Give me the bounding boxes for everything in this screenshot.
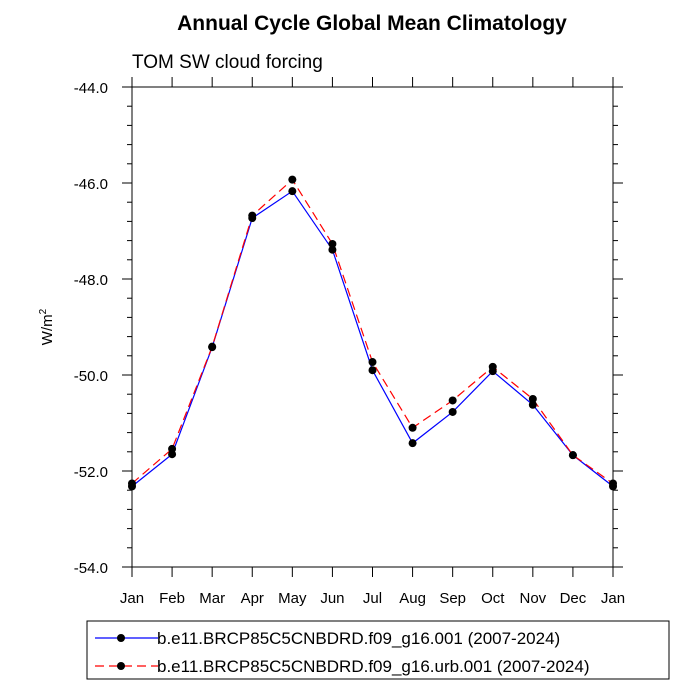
x-tick-label: Mar bbox=[199, 590, 225, 607]
y-axis-ticks: -54.0 -52.0 -50.0 -48.0 -46.0 -44.0 bbox=[74, 80, 623, 577]
y-tick-label: -52.0 bbox=[74, 464, 108, 481]
legend-label-2: b.e11.BRCP85C5CNBDRD.f09_g16.urb.001 (20… bbox=[157, 657, 590, 676]
data-point-series-2 bbox=[168, 444, 177, 453]
chart-title: Annual Cycle Global Mean Climatology bbox=[177, 12, 567, 35]
plot-frame bbox=[131, 86, 614, 568]
x-tick-label: Jan bbox=[601, 590, 625, 607]
x-tick-label: May bbox=[278, 590, 307, 607]
series-line-2 bbox=[131, 178, 614, 484]
data-point-series-1 bbox=[528, 400, 537, 409]
data-point-series-2 bbox=[448, 396, 457, 405]
data-point-series-1 bbox=[368, 366, 377, 375]
x-tick-label: Apr bbox=[241, 590, 264, 607]
data-point-series-2 bbox=[528, 395, 537, 403]
legend-label-1: b.e11.BRCP85C5CNBDRD.f09_g16.001 (2007-2… bbox=[157, 629, 560, 648]
y-axis-label: W/m2 bbox=[38, 308, 56, 345]
legend: b.e11.BRCP85C5CNBDRD.f09_g16.001 (2007-2… bbox=[95, 629, 590, 676]
data-point-series-1 bbox=[288, 187, 297, 196]
data-point-series-2 bbox=[128, 479, 136, 488]
series-line-1 bbox=[131, 190, 614, 487]
y-tick-label: -50.0 bbox=[74, 368, 108, 385]
series-layer bbox=[128, 175, 617, 491]
y-tick-label: -46.0 bbox=[74, 176, 108, 193]
x-tick-label: Jul bbox=[363, 590, 382, 607]
x-tick-label: Sep bbox=[439, 590, 466, 607]
y-axis-label-unit: W/m bbox=[39, 314, 56, 345]
x-tick-label: Feb bbox=[159, 590, 185, 607]
data-point-series-2 bbox=[248, 211, 257, 220]
x-tick-label: Oct bbox=[481, 590, 505, 607]
legend-marker-1 bbox=[117, 634, 125, 642]
y-axis-label-superscript: 2 bbox=[38, 308, 49, 314]
data-point-series-2 bbox=[208, 342, 217, 351]
data-point-series-2 bbox=[609, 479, 617, 488]
y-tick-label: -48.0 bbox=[74, 272, 108, 289]
legend-box bbox=[86, 620, 670, 680]
data-point-series-2 bbox=[288, 175, 297, 184]
data-point-series-2 bbox=[328, 239, 337, 248]
data-point-series-2 bbox=[488, 362, 497, 371]
y-tick-label: -54.0 bbox=[74, 560, 108, 577]
x-axis-ticks: Jan Feb Mar Apr May Jun Jul Aug Sep Oct Nov Dec Jan bbox=[120, 77, 625, 607]
data-point-series-2 bbox=[408, 423, 417, 432]
data-point-series-1 bbox=[448, 407, 457, 416]
x-tick-label: Aug bbox=[399, 590, 426, 607]
x-tick-label: Nov bbox=[519, 590, 546, 607]
x-tick-label: Jan bbox=[120, 590, 144, 607]
data-point-series-2 bbox=[368, 358, 377, 367]
data-point-series-2 bbox=[568, 451, 577, 460]
chart-subtitle: TOM SW cloud forcing bbox=[132, 52, 323, 73]
y-tick-label: -44.0 bbox=[74, 80, 108, 97]
x-tick-label: Dec bbox=[560, 590, 587, 607]
legend-marker-2 bbox=[117, 662, 125, 670]
data-point-series-1 bbox=[328, 245, 337, 254]
x-tick-label: Jun bbox=[320, 590, 344, 607]
data-point-series-1 bbox=[408, 439, 417, 448]
